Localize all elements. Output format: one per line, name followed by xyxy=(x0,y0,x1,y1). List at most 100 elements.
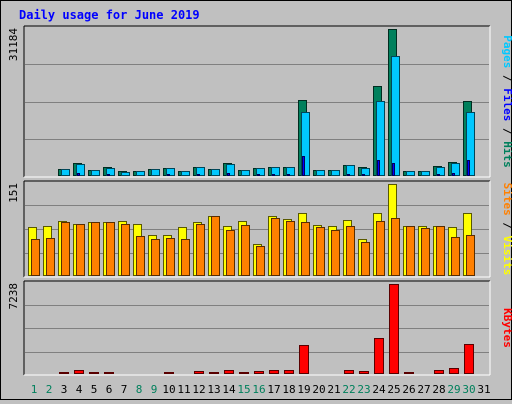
bar-pages-day-22 xyxy=(347,174,350,176)
bar-pages-day-23 xyxy=(362,174,365,176)
x-tick-label: 11 xyxy=(177,383,190,396)
bar-sites-day-11 xyxy=(181,239,190,276)
x-tick-label: 7 xyxy=(121,383,128,396)
legend-separator: / xyxy=(501,68,512,88)
panel-max-label: 31184 xyxy=(7,28,20,61)
bar-sites-day-12 xyxy=(196,224,205,276)
x-tick-label: 6 xyxy=(106,383,113,396)
bar-sites-day-1 xyxy=(31,239,40,276)
legend-pages: Pages xyxy=(501,35,512,68)
bar-files-day-14 xyxy=(226,164,235,176)
bar-kbytes-day-18 xyxy=(284,370,294,374)
legend-sites: Sites xyxy=(501,183,512,216)
bar-files-day-21 xyxy=(331,170,340,176)
x-tick-label: 4 xyxy=(76,383,83,396)
bar-kbytes-day-19 xyxy=(299,345,309,374)
bar-sites-day-5 xyxy=(91,222,100,276)
x-tick-label: 23 xyxy=(357,383,370,396)
bar-pages-day-12 xyxy=(197,174,200,176)
x-tick-label: 18 xyxy=(282,383,295,396)
series-files xyxy=(61,56,475,176)
x-tick-label: 27 xyxy=(417,383,430,396)
bar-sites-day-3 xyxy=(61,222,70,276)
x-tick-label: 25 xyxy=(387,383,400,396)
x-tick-label: 15 xyxy=(237,383,250,396)
x-tick-label: 22 xyxy=(342,383,355,396)
bar-files-day-29 xyxy=(451,163,460,176)
legend-separator: / xyxy=(501,216,512,236)
bar-sites-day-6 xyxy=(106,222,115,276)
bar-kbytes-day-24 xyxy=(374,338,384,374)
bar-sites-day-26 xyxy=(406,226,415,276)
bar-sites-day-27 xyxy=(421,228,430,276)
bar-pages-day-28 xyxy=(437,174,440,176)
bar-kbytes-day-16 xyxy=(254,371,264,374)
bar-sites-day-24 xyxy=(376,221,385,276)
bar-pages-day-19 xyxy=(302,156,305,176)
bar-pages-day-25 xyxy=(392,163,395,176)
bar-kbytes-day-23 xyxy=(359,371,369,374)
bar-files-day-27 xyxy=(421,171,430,176)
bar-sites-day-4 xyxy=(76,224,85,276)
x-tick-label: 2 xyxy=(46,383,53,396)
legend-files: Files xyxy=(501,88,512,121)
x-tick-label: 5 xyxy=(91,383,98,396)
bar-kbytes-day-17 xyxy=(269,370,279,374)
bar-files-day-16 xyxy=(256,168,265,176)
bar-sites-day-21 xyxy=(331,230,340,276)
x-tick-label: 10 xyxy=(162,383,175,396)
x-tick-label: 21 xyxy=(327,383,340,396)
bar-files-day-4 xyxy=(76,164,85,176)
bar-sites-day-29 xyxy=(451,237,460,276)
panel-max-label: 7238 xyxy=(7,283,20,310)
bar-files-day-15 xyxy=(241,170,250,176)
bar-pages-day-10 xyxy=(167,174,170,176)
bar-kbytes-day-13 xyxy=(209,372,219,374)
x-tick-label: 13 xyxy=(207,383,220,396)
x-tick-label: 26 xyxy=(402,383,415,396)
bar-pages-day-24 xyxy=(377,160,380,176)
bar-files-day-6 xyxy=(106,168,115,176)
panel-hits-files-pages: 31184 Pages / Files / Hits xyxy=(7,25,512,178)
bar-sites-day-19 xyxy=(301,222,310,276)
x-tick-label: 12 xyxy=(192,383,205,396)
bar-pages-day-16 xyxy=(257,174,260,176)
bar-sites-day-30 xyxy=(466,235,475,276)
bar-kbytes-day-4 xyxy=(74,370,84,374)
x-tick-label: 19 xyxy=(297,383,310,396)
bar-files-day-9 xyxy=(151,169,160,176)
bar-files-day-10 xyxy=(166,168,175,176)
legend-hits: Hits xyxy=(501,141,512,168)
bar-kbytes-day-22 xyxy=(344,370,354,374)
bar-files-day-5 xyxy=(91,170,100,176)
bar-files-day-22 xyxy=(346,165,355,176)
bar-files-day-25 xyxy=(391,56,400,176)
bar-files-day-23 xyxy=(361,168,370,176)
bar-files-day-20 xyxy=(316,170,325,176)
bar-pages-day-14 xyxy=(227,173,230,176)
bar-sites-day-13 xyxy=(211,216,220,276)
bar-files-day-11 xyxy=(181,171,190,176)
panel-side-legend: KBytes xyxy=(501,308,512,348)
bar-files-day-30 xyxy=(466,112,475,176)
bar-sites-day-2 xyxy=(46,238,55,276)
legend-separator: / xyxy=(501,121,512,141)
bar-sites-day-25 xyxy=(391,218,400,276)
x-tick-label: 3 xyxy=(61,383,68,396)
bar-pages-day-30 xyxy=(467,160,470,176)
x-tick-label: 16 xyxy=(252,383,265,396)
bar-files-day-3 xyxy=(61,169,70,176)
bar-kbytes-day-30 xyxy=(464,344,474,374)
bar-kbytes-day-25 xyxy=(389,284,399,374)
x-tick-label: 31 xyxy=(477,383,490,396)
bar-sites-day-7 xyxy=(121,224,130,276)
chart-panels: 31184 Pages / Files / Hits 151 Sites / Visi… xyxy=(7,25,512,376)
series-kbytes xyxy=(59,284,474,374)
bar-kbytes-day-10 xyxy=(164,372,174,374)
x-tick-label: 20 xyxy=(312,383,325,396)
x-tick-label: 8 xyxy=(136,383,143,396)
bar-files-day-17 xyxy=(271,167,280,176)
legend-kbytes: KBytes xyxy=(501,308,512,348)
x-tick-label: 28 xyxy=(432,383,445,396)
